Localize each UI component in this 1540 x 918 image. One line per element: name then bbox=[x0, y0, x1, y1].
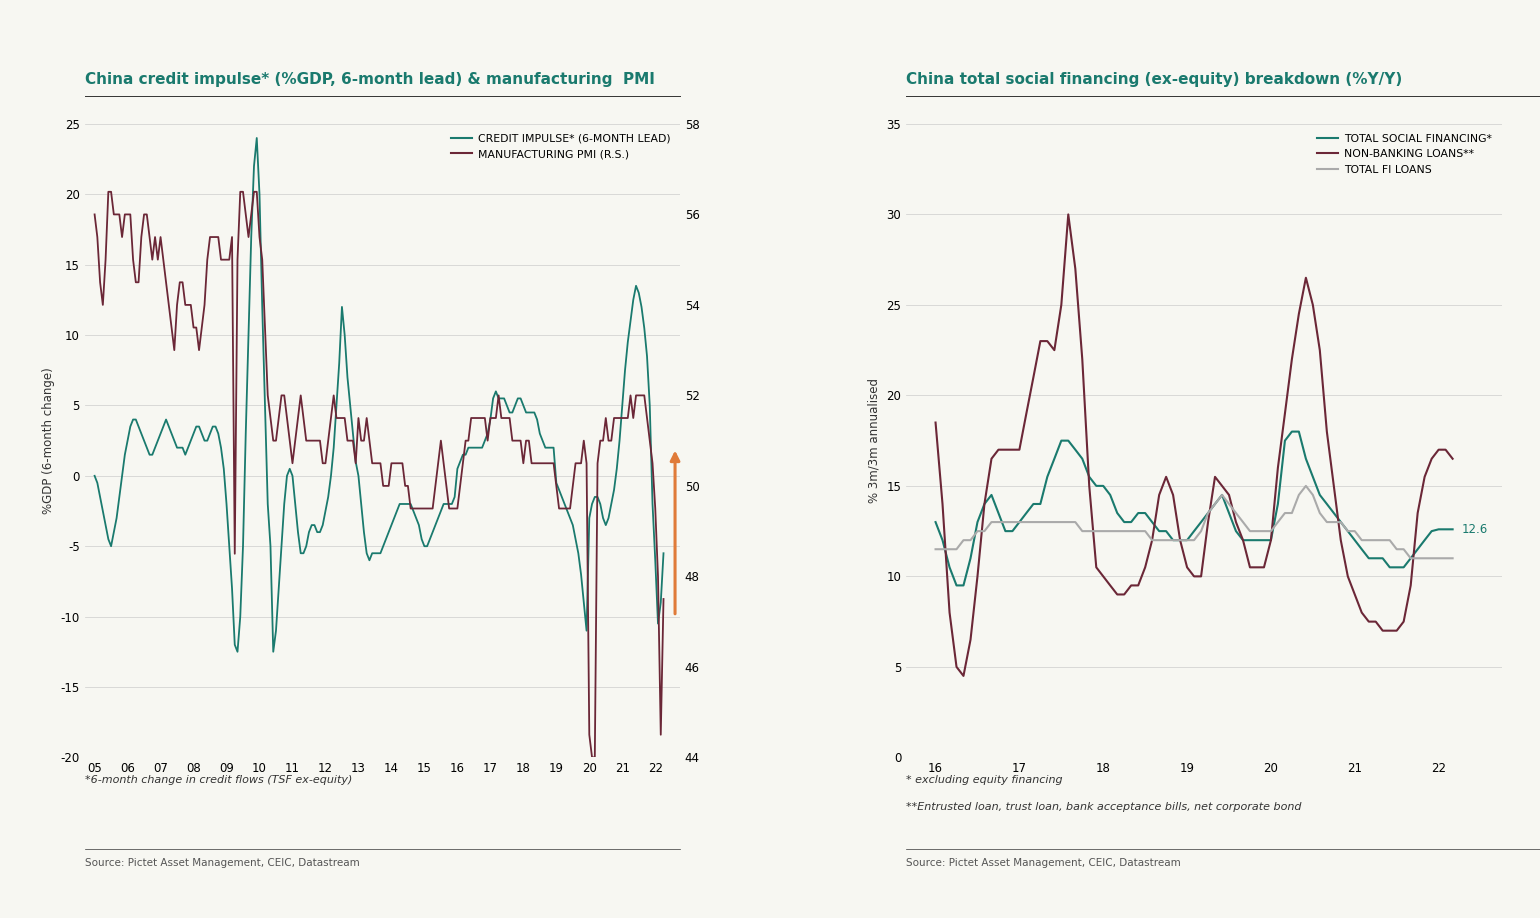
Text: Source: Pictet Asset Management, CEIC, Datastream: Source: Pictet Asset Management, CEIC, D… bbox=[906, 857, 1181, 868]
Y-axis label: % 3m/3m annualised: % 3m/3m annualised bbox=[869, 378, 881, 503]
Text: China total social financing (ex-equity) breakdown (%Y/Y): China total social financing (ex-equity)… bbox=[906, 73, 1403, 87]
Legend: TOTAL SOCIAL FINANCING*, NON-BANKING LOANS**, TOTAL FI LOANS: TOTAL SOCIAL FINANCING*, NON-BANKING LOA… bbox=[1312, 129, 1495, 179]
Text: 12.6: 12.6 bbox=[1461, 523, 1488, 536]
Y-axis label: %GDP (6-month change): %GDP (6-month change) bbox=[42, 367, 55, 514]
Legend: CREDIT IMPULSE* (6-MONTH LEAD), MANUFACTURING PMI (R.S.): CREDIT IMPULSE* (6-MONTH LEAD), MANUFACT… bbox=[447, 129, 675, 163]
Text: * excluding equity financing: * excluding equity financing bbox=[906, 775, 1063, 785]
Text: **Entrusted loan, trust loan, bank acceptance bills, net corporate bond: **Entrusted loan, trust loan, bank accep… bbox=[906, 802, 1301, 812]
Text: China credit impulse* (%GDP, 6-month lead) & manufacturing  PMI: China credit impulse* (%GDP, 6-month lea… bbox=[85, 73, 654, 87]
Text: *6-month change in credit flows (TSF ex-equity): *6-month change in credit flows (TSF ex-… bbox=[85, 775, 353, 785]
Text: Source: Pictet Asset Management, CEIC, Datastream: Source: Pictet Asset Management, CEIC, D… bbox=[85, 857, 359, 868]
